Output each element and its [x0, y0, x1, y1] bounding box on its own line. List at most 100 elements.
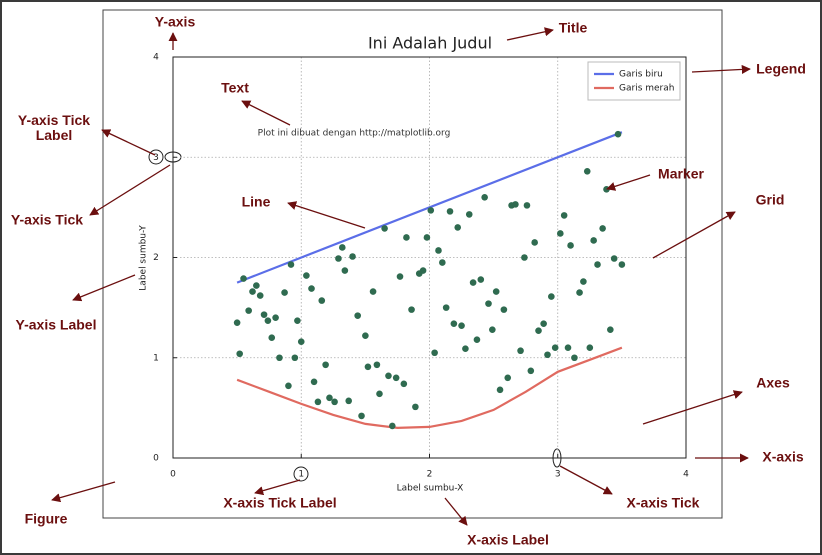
marker [557, 230, 564, 237]
marker [477, 276, 485, 283]
x-tick-label: 3 [555, 470, 561, 480]
marker [373, 361, 381, 369]
marker [294, 317, 301, 324]
line [236, 346, 623, 430]
marker [308, 285, 315, 292]
marker [576, 289, 583, 296]
callout-arrow [506, 27, 554, 41]
highlight-circle [293, 466, 309, 482]
legend-box [587, 61, 681, 101]
callout-label: Marker [658, 165, 704, 182]
plot-text: Plot ini dibuat dengan http://matplotlib… [258, 129, 451, 139]
callout-label: Axes [756, 374, 790, 391]
marker [260, 311, 268, 318]
marker [607, 326, 614, 333]
marker [310, 378, 318, 386]
marker [297, 338, 305, 346]
callout-arrow [606, 174, 651, 191]
marker [442, 304, 450, 311]
marker [331, 398, 338, 406]
marker [614, 130, 622, 138]
marker [338, 244, 346, 251]
figure-frame [102, 9, 723, 519]
marker [403, 234, 410, 241]
marker [423, 234, 431, 241]
marker [504, 374, 512, 382]
marker [419, 267, 427, 274]
marker [268, 334, 276, 342]
y-tick-label: 1 [153, 353, 159, 363]
marker [469, 279, 477, 286]
y-tick-label: 3 [153, 153, 159, 163]
marker [392, 374, 400, 382]
callout-arrow [72, 274, 136, 302]
y-tick-label: 0 [153, 454, 159, 464]
marker [586, 344, 594, 352]
callout-label: Line [241, 193, 271, 210]
marker [458, 322, 465, 329]
marker [427, 207, 435, 214]
marker [535, 327, 542, 334]
callout-arrow [254, 479, 301, 496]
marker [291, 354, 299, 362]
marker [364, 363, 372, 371]
marker [485, 300, 492, 307]
marker [303, 272, 310, 279]
marker [446, 208, 454, 215]
marker [326, 394, 333, 402]
marker [618, 261, 626, 268]
marker [341, 267, 349, 274]
marker [583, 167, 591, 175]
legend: Garis biru Garis merah [587, 61, 681, 101]
callout-label: X-axis Label [467, 531, 549, 548]
marker [450, 320, 458, 327]
highlight-circle [148, 149, 164, 165]
marker [253, 282, 260, 289]
marker [354, 312, 361, 319]
marker [408, 306, 415, 313]
marker [551, 344, 559, 352]
callout-arrow [642, 390, 743, 425]
marker [245, 307, 252, 314]
marker [481, 194, 488, 201]
marker [439, 259, 446, 266]
marker [517, 347, 524, 355]
marker [610, 255, 618, 262]
marker [454, 224, 462, 231]
marker [400, 380, 408, 388]
marker [358, 412, 365, 420]
marker [599, 225, 606, 232]
callout-arrow [51, 481, 116, 503]
callout-label: Figure [24, 510, 68, 527]
marker [531, 239, 538, 246]
marker [335, 255, 342, 262]
marker [567, 242, 574, 249]
marker [594, 261, 601, 268]
callout-label: X-axis Tick [626, 494, 700, 511]
marker [580, 278, 587, 285]
marker [560, 212, 568, 219]
marker [603, 186, 610, 193]
marker [285, 382, 292, 390]
legend-label: Garis merah [619, 84, 674, 94]
marker [462, 345, 469, 353]
callout-arrow [691, 64, 751, 74]
marker [381, 225, 388, 232]
marker [521, 254, 528, 261]
marker [385, 372, 392, 380]
x-tick-label: 1 [298, 470, 304, 480]
callout-arrow [559, 465, 613, 495]
marker [389, 422, 396, 430]
marker [272, 314, 279, 321]
callout-arrow [444, 497, 468, 526]
marker [240, 275, 247, 282]
marker [489, 326, 496, 333]
callout-label: Y-axis [154, 13, 196, 30]
marker [512, 201, 519, 208]
callout-label: Y-axis Label [15, 316, 97, 333]
marker [362, 332, 369, 339]
marker [465, 211, 473, 218]
callout-label: Text [221, 79, 249, 96]
